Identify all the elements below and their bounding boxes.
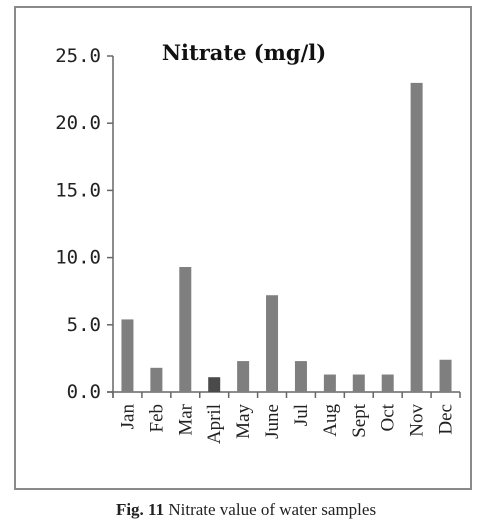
bar-june: [266, 295, 279, 392]
caption-label: Fig. 11: [115, 500, 165, 519]
bar-aug: [323, 374, 336, 392]
y-tick-labels: 0.0 5.0 10.0 15.0 20.0 25.0: [55, 45, 101, 403]
bar-dec: [439, 359, 452, 392]
x-tick-label-nov: Nov: [407, 404, 428, 437]
bar-nov: [410, 82, 423, 392]
bar-may: [237, 361, 250, 392]
bar-jan: [121, 319, 134, 392]
chart-title: Nitrate (mg/l): [162, 40, 326, 65]
bar-april: [208, 377, 221, 392]
chart-frame: Nitrate (mg/l) 0.0 5.0 10.0 15.0 20.0 25.0 Ja…: [14, 6, 472, 490]
x-tick-label-april: April: [204, 404, 225, 444]
y-tick-label: 25.0: [55, 45, 101, 67]
y-tick-label: 5.0: [67, 314, 101, 336]
x-tick-label-dec: Dec: [436, 404, 457, 435]
bars: [121, 82, 452, 392]
axes: [107, 55, 461, 398]
x-tick-label-oct: Oct: [378, 403, 399, 431]
y-tick-label: 0.0: [67, 381, 101, 403]
x-tick-label-jan: Jan: [117, 404, 138, 430]
x-tick-label-sept: Sept: [349, 403, 370, 438]
x-tick-label-may: May: [233, 404, 254, 439]
y-tick-label: 20.0: [55, 112, 101, 134]
y-tick-label: 10.0: [55, 247, 101, 269]
y-tick-label: 15.0: [55, 179, 101, 201]
nitrate-bar-chart: Nitrate (mg/l) 0.0 5.0 10.0 15.0 20.0 25.0 Ja…: [55, 40, 461, 444]
x-tick-label-aug: Aug: [320, 404, 341, 437]
caption-text: Nitrate value of water samples: [168, 500, 377, 519]
x-tick-label-jul: Jul: [291, 404, 312, 426]
x-tick-label-mar: Mar: [175, 403, 196, 435]
bar-feb: [150, 367, 163, 392]
bar-sept: [352, 374, 365, 392]
x-tick-label-june: June: [262, 404, 283, 439]
figure-caption: Fig. 11 Nitrate value of water samples: [0, 500, 492, 520]
x-tick-labels: Jan Feb Mar April May June Jul Aug Sept Oct Nov Dec: [117, 403, 456, 444]
bar-jul: [294, 361, 307, 392]
bar-mar: [179, 267, 192, 392]
bar-oct: [381, 374, 394, 392]
x-tick-label-feb: Feb: [146, 404, 167, 433]
